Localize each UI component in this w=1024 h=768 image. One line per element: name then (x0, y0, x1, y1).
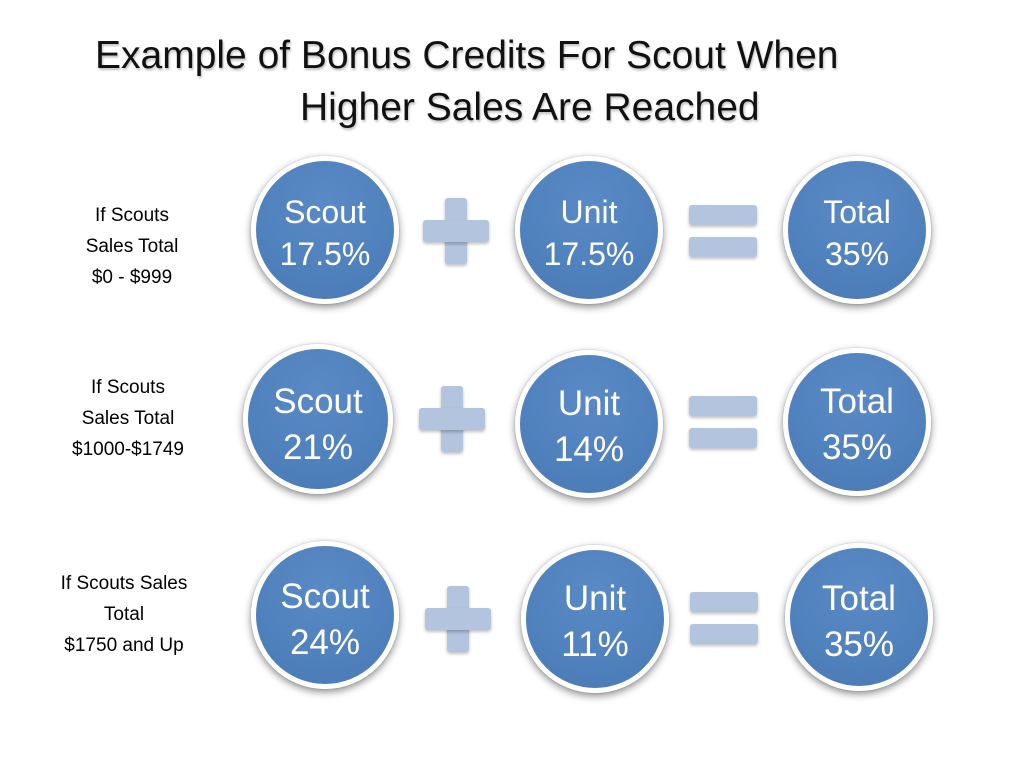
total-percent: 35% (788, 425, 926, 471)
total-label: Total (788, 379, 926, 425)
plus-icon (419, 386, 485, 452)
unit-label: Unit (526, 576, 664, 622)
unit-label: Unit (520, 191, 658, 233)
plus-icon (423, 198, 489, 264)
scout-percent: 17.5% (256, 233, 394, 275)
equals-icon (689, 205, 757, 257)
title-line-2: Higher Sales Are Reached (60, 82, 940, 134)
bonus-row-1: If Scouts Sales Total $0 - $999 Scout 17… (0, 150, 1024, 310)
equals-icon (689, 396, 757, 448)
row-label: If Scouts Sales Total $0 - $999 (22, 200, 242, 293)
scout-percent: 24% (256, 620, 394, 666)
scout-label: Scout (256, 574, 394, 620)
scout-label: Scout (256, 191, 394, 233)
bonus-row-3: If Scouts Sales Total $1750 and Up Scout… (0, 537, 1024, 697)
row-label: If Scouts Sales Total $1750 and Up (14, 568, 234, 661)
total-circle: Total 35% (785, 543, 933, 691)
scout-circle: Scout 24% (251, 541, 399, 689)
total-label: Total (790, 576, 928, 622)
total-circle: Total 35% (783, 348, 931, 496)
unit-percent: 17.5% (520, 233, 658, 275)
scout-percent: 21% (248, 425, 388, 471)
slide-title: Example of Bonus Credits For Scout When … (60, 30, 940, 134)
bonus-row-2: If Scouts Sales Total $1000-$1749 Scout … (0, 340, 1024, 500)
scout-circle: Scout 17.5% (251, 156, 399, 304)
unit-label: Unit (520, 381, 658, 427)
row-label: If Scouts Sales Total $1000-$1749 (18, 372, 238, 465)
unit-percent: 14% (520, 427, 658, 473)
unit-circle: Unit 11% (521, 545, 669, 693)
unit-circle: Unit 14% (515, 350, 663, 498)
total-circle: Total 35% (783, 156, 931, 304)
total-percent: 35% (790, 622, 928, 668)
scout-label: Scout (248, 379, 388, 425)
title-line-1: Example of Bonus Credits For Scout When (60, 30, 940, 82)
total-label: Total (788, 191, 926, 233)
plus-icon (425, 586, 491, 652)
equals-icon (690, 592, 758, 644)
unit-circle: Unit 17.5% (515, 156, 663, 304)
unit-percent: 11% (526, 622, 664, 668)
total-percent: 35% (788, 233, 926, 275)
scout-circle: Scout 21% (243, 344, 393, 494)
